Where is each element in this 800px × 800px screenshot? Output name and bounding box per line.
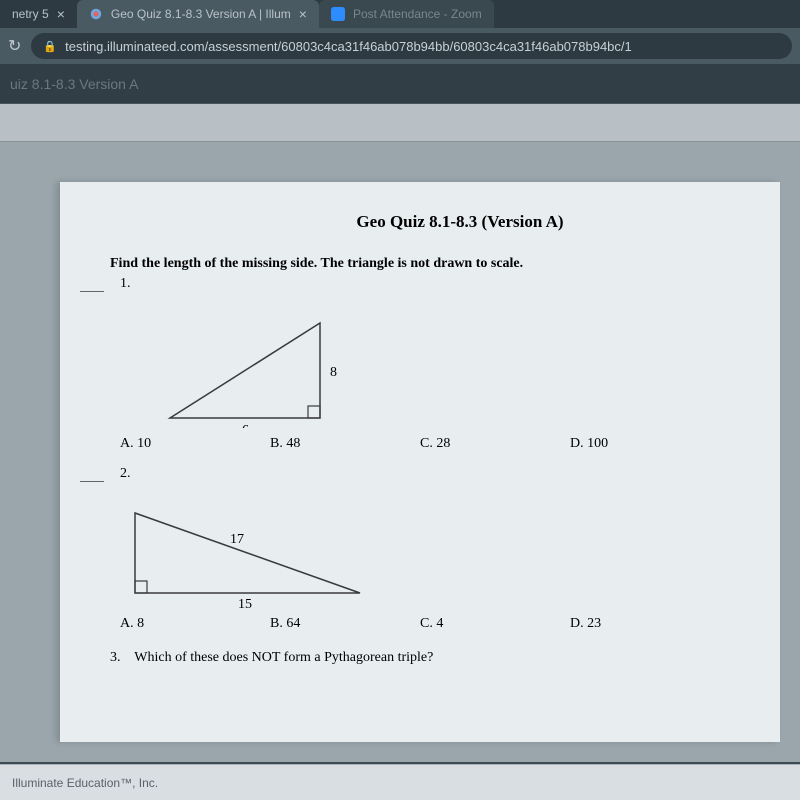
tab-label: netry 5 <box>12 7 49 21</box>
page-title: Geo Quiz 8.1-8.3 (Version A) <box>160 212 760 232</box>
triangle-2: 17 15 <box>120 498 760 608</box>
choice-b[interactable]: B. 48 <box>270 436 330 452</box>
footer-text: Illuminate Education™, Inc. <box>12 776 158 790</box>
choice-a[interactable]: A. 10 <box>120 436 180 452</box>
answer-blank[interactable] <box>80 291 104 292</box>
question-number: 3. <box>110 650 121 665</box>
instruction-text: Find the length of the missing side. The… <box>110 256 760 272</box>
footer: Illuminate Education™, Inc. <box>0 764 800 800</box>
favicon-icon <box>331 7 345 21</box>
toolbar <box>0 104 800 142</box>
side-label: 17 <box>230 532 244 547</box>
question-text: Which of these does NOT form a Pythagore… <box>134 650 433 665</box>
triangle-1: 8 6 <box>160 308 760 428</box>
choice-d[interactable]: D. 23 <box>570 616 630 632</box>
lock-icon: 🔒 <box>43 40 57 53</box>
tab-label: Post Attendance - Zoom <box>353 7 482 21</box>
tab-inactive[interactable]: netry 5 × <box>0 0 77 28</box>
app-header: uiz 8.1-8.3 Version A <box>0 64 800 104</box>
header-title: uiz 8.1-8.3 Version A <box>10 76 138 92</box>
url-field[interactable]: 🔒 testing.illuminateed.com/assessment/60… <box>31 33 792 59</box>
close-icon[interactable]: × <box>57 6 65 22</box>
question-number: 1. <box>120 276 144 292</box>
tab-third[interactable]: Post Attendance - Zoom <box>319 0 494 28</box>
answer-blank[interactable] <box>80 481 104 482</box>
reload-icon[interactable]: ↻ <box>8 36 21 56</box>
address-bar: ↻ 🔒 testing.illuminateed.com/assessment/… <box>0 28 800 64</box>
choices-q2: A. 8 B. 64 C. 4 D. 23 <box>120 616 760 632</box>
close-icon[interactable]: × <box>299 6 307 22</box>
choice-d[interactable]: D. 100 <box>570 436 630 452</box>
page-background: Geo Quiz 8.1-8.3 (Version A) Find the le… <box>0 142 800 762</box>
tab-label: Geo Quiz 8.1-8.3 Version A | Illum <box>111 7 291 21</box>
side-label: 6 <box>242 423 249 428</box>
tab-strip: netry 5 × Geo Quiz 8.1-8.3 Version A | I… <box>0 0 800 28</box>
question-number: 2. <box>120 466 144 482</box>
question-3: 3. Which of these does NOT form a Pythag… <box>110 650 760 666</box>
choice-a[interactable]: A. 8 <box>120 616 180 632</box>
url-text: testing.illuminateed.com/assessment/6080… <box>65 39 632 54</box>
tab-active[interactable]: Geo Quiz 8.1-8.3 Version A | Illum × <box>77 0 319 28</box>
quiz-page: Geo Quiz 8.1-8.3 (Version A) Find the le… <box>60 182 780 742</box>
side-label: 8 <box>330 365 337 380</box>
side-label: 15 <box>238 597 252 608</box>
question-1: 1. <box>80 274 760 292</box>
choices-q1: A. 10 B. 48 C. 28 D. 100 <box>120 436 760 452</box>
choice-c[interactable]: C. 28 <box>420 436 480 452</box>
favicon-icon <box>89 7 103 21</box>
choice-b[interactable]: B. 64 <box>270 616 330 632</box>
question-2: 2. <box>80 464 760 482</box>
choice-c[interactable]: C. 4 <box>420 616 480 632</box>
